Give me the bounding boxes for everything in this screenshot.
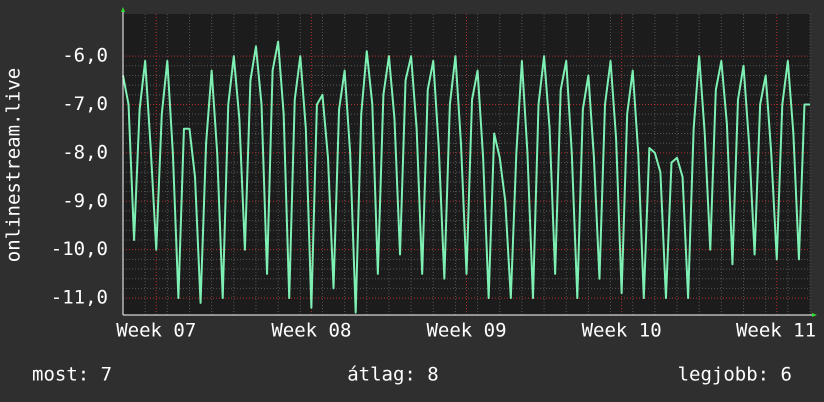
y-tick-label: -9,0 [62,190,108,212]
x-tick-label: Week 09 [426,320,506,342]
stat-current: most: 7 [32,364,112,386]
series-line [122,40,810,314]
stat-average: átlag: 8 [347,364,439,386]
grid [122,14,811,315]
y-arrow [121,7,125,12]
x-tick-label: Week 10 [582,320,662,342]
y-axis-title: onlinestream.live [3,68,25,262]
stat-best: legjobb: 6 [678,364,792,386]
marks [122,40,810,314]
y-tick-label: -8,0 [62,141,108,163]
x-tick-label: Week 07 [116,320,196,342]
y-tick-label: -7,0 [62,93,108,115]
y-tick-label: -10,0 [51,238,108,260]
x-arrow [812,313,817,317]
x-tick-label: Week 11 [736,320,816,342]
y-tick-label: -11,0 [51,287,108,309]
x-tick-label: Week 08 [271,320,351,342]
y-tick-label: -6,0 [62,45,108,67]
